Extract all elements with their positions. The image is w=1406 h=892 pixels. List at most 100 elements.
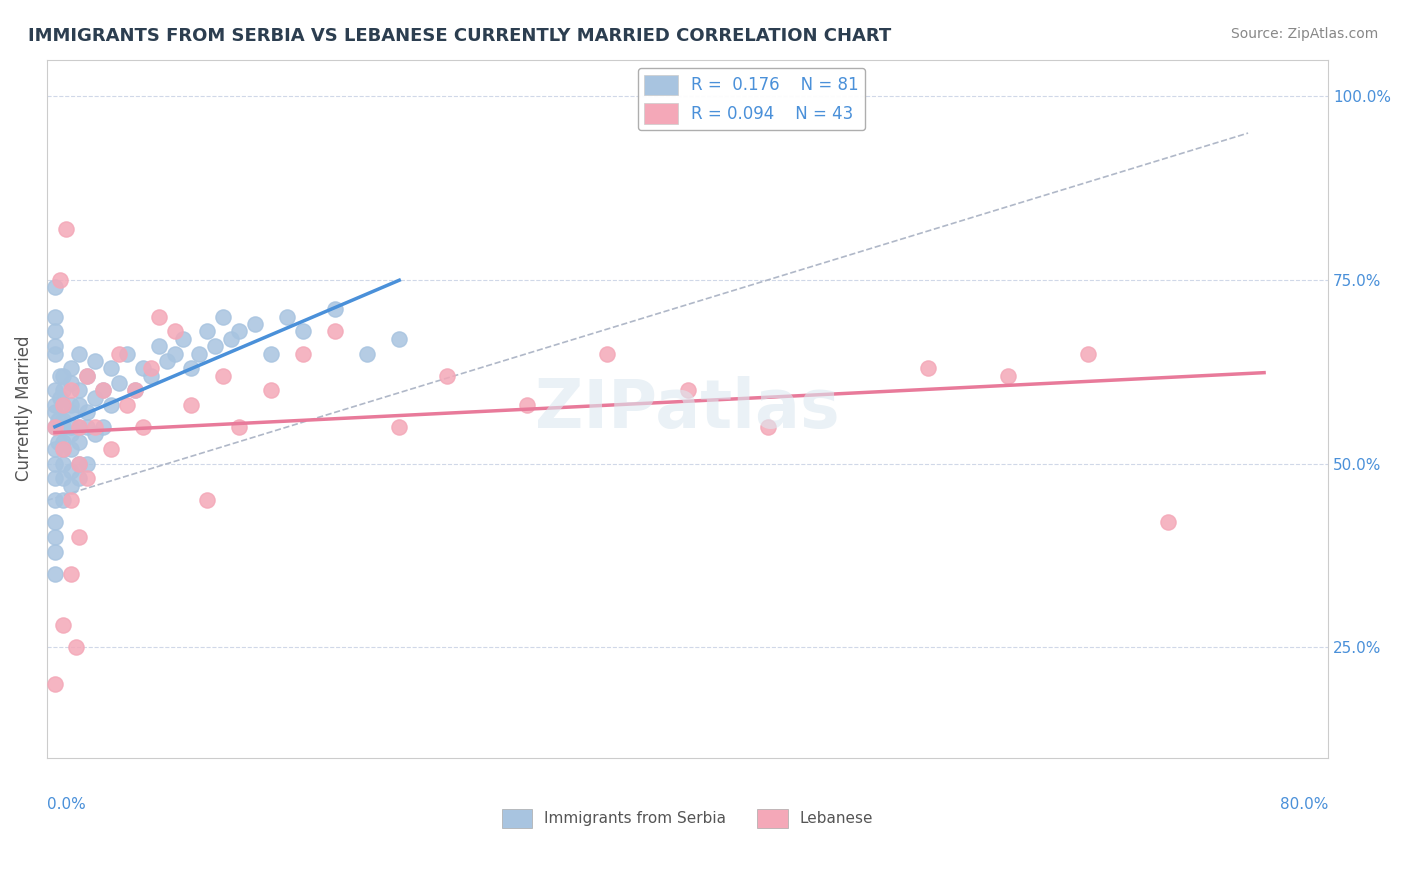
- Point: [516, 398, 538, 412]
- Point: [219, 332, 242, 346]
- Point: [44, 545, 66, 559]
- Point: [67, 530, 90, 544]
- Point: [76, 368, 98, 383]
- Point: [91, 383, 114, 397]
- Point: [292, 346, 315, 360]
- Y-axis label: Currently Married: Currently Married: [15, 336, 32, 482]
- Point: [44, 405, 66, 419]
- Point: [52, 412, 75, 426]
- Point: [59, 479, 82, 493]
- Text: 0.0%: 0.0%: [46, 797, 86, 812]
- Point: [52, 493, 75, 508]
- Point: [212, 368, 235, 383]
- Point: [188, 346, 211, 360]
- Point: [204, 339, 226, 353]
- Point: [115, 398, 138, 412]
- Point: [55, 221, 77, 235]
- Point: [84, 427, 107, 442]
- Point: [195, 325, 218, 339]
- Point: [84, 391, 107, 405]
- Point: [108, 376, 131, 390]
- Point: [917, 361, 939, 376]
- Point: [65, 640, 87, 655]
- Point: [356, 346, 378, 360]
- Point: [44, 325, 66, 339]
- Point: [59, 361, 82, 376]
- Point: [139, 361, 162, 376]
- Point: [1157, 516, 1180, 530]
- Point: [46, 434, 69, 449]
- Point: [156, 354, 179, 368]
- Point: [67, 398, 90, 412]
- Point: [44, 339, 66, 353]
- Point: [676, 383, 699, 397]
- Point: [52, 434, 75, 449]
- Point: [756, 420, 779, 434]
- Point: [59, 566, 82, 581]
- Point: [997, 368, 1019, 383]
- Point: [59, 464, 82, 478]
- Point: [67, 434, 90, 449]
- Point: [84, 420, 107, 434]
- Point: [67, 346, 90, 360]
- Point: [59, 398, 82, 412]
- Point: [52, 442, 75, 456]
- Legend: Immigrants from Serbia, Lebanese: Immigrants from Serbia, Lebanese: [495, 803, 879, 834]
- Text: Source: ZipAtlas.com: Source: ZipAtlas.com: [1230, 27, 1378, 41]
- Point: [52, 368, 75, 383]
- Point: [76, 457, 98, 471]
- Point: [163, 346, 186, 360]
- Point: [139, 368, 162, 383]
- Point: [148, 310, 170, 324]
- Point: [100, 442, 122, 456]
- Point: [59, 383, 82, 397]
- Point: [124, 383, 146, 397]
- Point: [76, 471, 98, 485]
- Point: [108, 346, 131, 360]
- Point: [44, 420, 66, 434]
- Point: [59, 442, 82, 456]
- Point: [323, 325, 346, 339]
- Point: [52, 398, 75, 412]
- Point: [67, 457, 90, 471]
- Point: [124, 383, 146, 397]
- Point: [91, 383, 114, 397]
- Point: [44, 383, 66, 397]
- Point: [76, 405, 98, 419]
- Point: [292, 325, 315, 339]
- Point: [91, 420, 114, 434]
- Point: [44, 493, 66, 508]
- Point: [44, 471, 66, 485]
- Point: [52, 457, 75, 471]
- Point: [46, 412, 69, 426]
- Point: [44, 420, 66, 434]
- Point: [228, 420, 250, 434]
- Point: [52, 471, 75, 485]
- Point: [44, 398, 66, 412]
- Point: [388, 332, 411, 346]
- Point: [67, 420, 90, 434]
- Point: [596, 346, 619, 360]
- Text: 80.0%: 80.0%: [1279, 797, 1329, 812]
- Point: [59, 420, 82, 434]
- Point: [115, 346, 138, 360]
- Point: [59, 493, 82, 508]
- Point: [172, 332, 194, 346]
- Point: [52, 383, 75, 397]
- Point: [52, 618, 75, 632]
- Point: [148, 339, 170, 353]
- Point: [76, 368, 98, 383]
- Point: [44, 530, 66, 544]
- Point: [260, 383, 283, 397]
- Point: [163, 325, 186, 339]
- Point: [195, 493, 218, 508]
- Point: [59, 427, 82, 442]
- Point: [52, 442, 75, 456]
- Point: [48, 368, 70, 383]
- Point: [67, 383, 90, 397]
- Point: [52, 398, 75, 412]
- Point: [76, 420, 98, 434]
- Point: [1077, 346, 1099, 360]
- Point: [436, 368, 458, 383]
- Point: [388, 420, 411, 434]
